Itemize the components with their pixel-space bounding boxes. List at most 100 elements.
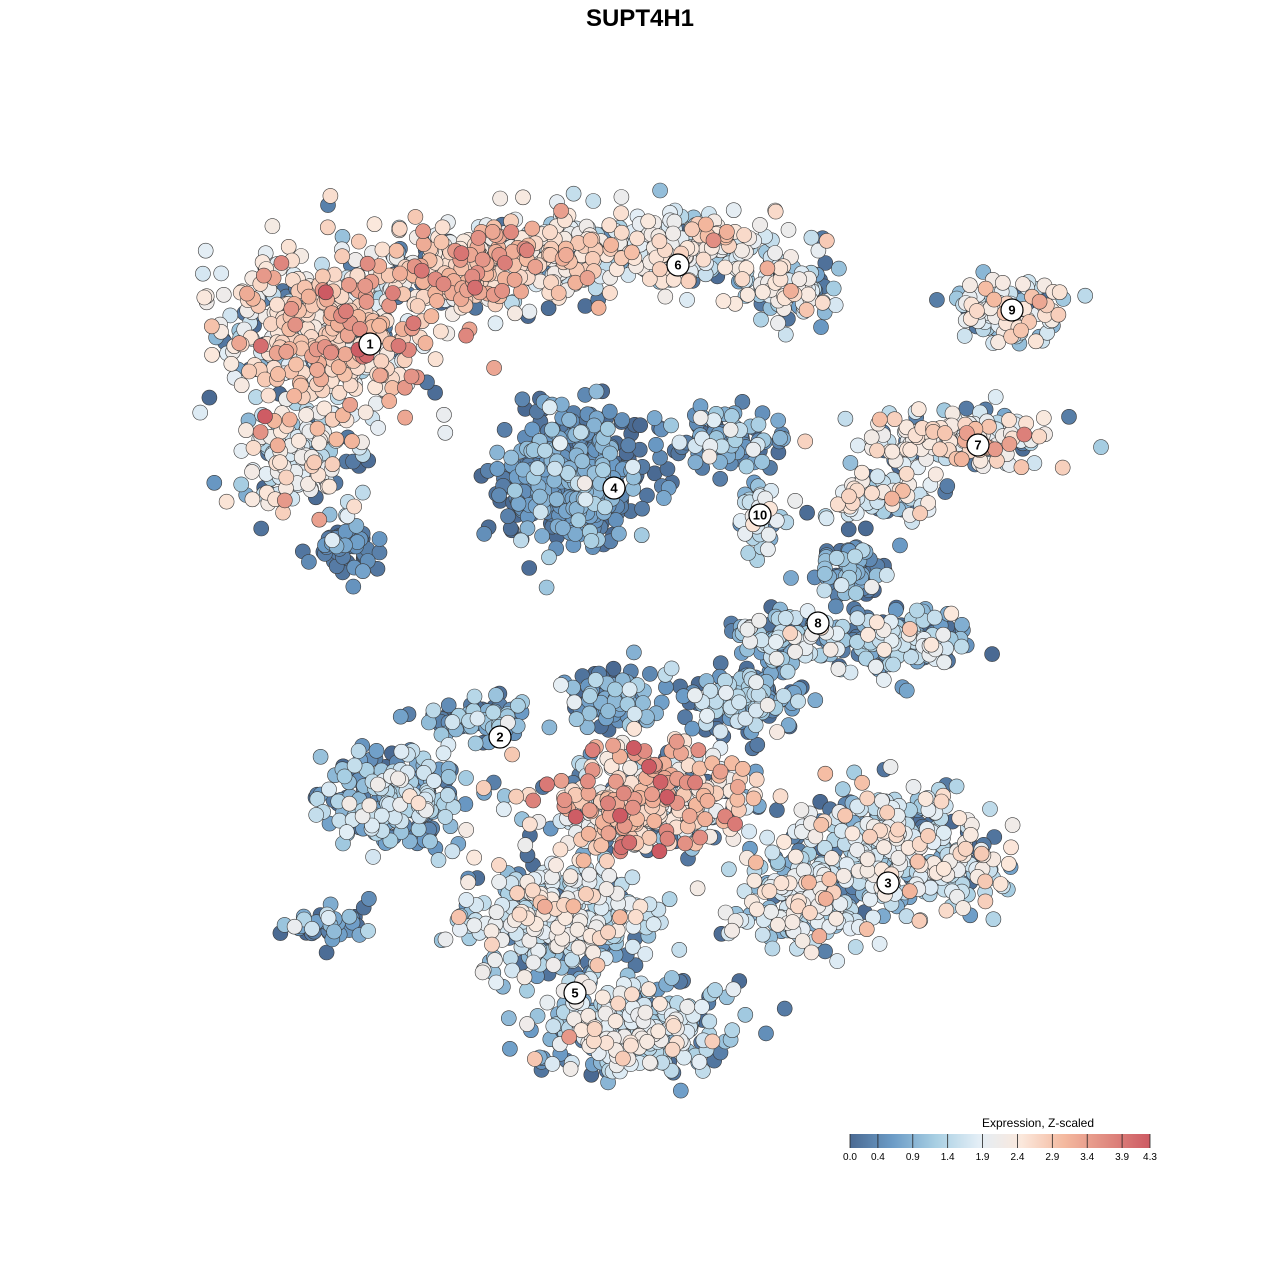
cell-point (562, 1061, 579, 1077)
cell-point (869, 468, 886, 485)
cell-point (602, 445, 618, 462)
cell-point (324, 532, 341, 548)
cell-point (582, 688, 598, 704)
cell-point (238, 422, 254, 439)
cell-point (1015, 276, 1031, 292)
cell-point (578, 886, 594, 902)
cell-point (432, 323, 449, 340)
cell-point (610, 995, 627, 1012)
cell-point (803, 944, 820, 961)
cell-point (639, 1034, 656, 1050)
cell-point (286, 918, 303, 935)
cell-point (436, 406, 452, 423)
cell-point (884, 443, 901, 460)
cell-point (321, 781, 337, 798)
cell-point (760, 526, 777, 543)
cell-point (269, 437, 286, 454)
cell-point (536, 898, 553, 915)
cell-point (601, 403, 618, 420)
cell-point (487, 952, 503, 968)
cell-point (425, 702, 442, 719)
cell-point (621, 681, 638, 698)
cell-point (717, 259, 733, 276)
cell-point (489, 460, 506, 477)
cell-point (953, 451, 970, 468)
cell-point (783, 283, 799, 299)
cell-point (764, 844, 781, 861)
cell-point (642, 666, 658, 682)
cell-point (613, 205, 629, 221)
cell-point (344, 433, 360, 450)
cell-point (488, 974, 505, 991)
cell-point (440, 769, 457, 785)
cell-point (987, 389, 1004, 405)
cell-point (368, 742, 385, 759)
cell-point (466, 917, 483, 934)
cell-point (633, 527, 650, 544)
cell-point (526, 1051, 543, 1067)
cell-point (977, 873, 994, 890)
cell-point (492, 190, 509, 207)
cell-point (724, 922, 740, 939)
cell-point (201, 389, 218, 406)
cell-point (691, 1054, 708, 1070)
cell-point (712, 655, 729, 672)
cell-point (938, 902, 955, 919)
cell-point (338, 824, 355, 840)
cell-point (534, 528, 550, 544)
cell-point (458, 770, 474, 786)
cell-point (521, 816, 538, 833)
cell-point (977, 893, 994, 910)
cell-point (863, 579, 880, 595)
cell-point (767, 203, 784, 220)
cell-point (444, 714, 461, 730)
cell-point (935, 860, 952, 877)
cell-point (772, 430, 788, 446)
cell-point (645, 916, 662, 933)
cell-point (646, 813, 663, 829)
cell-point (817, 765, 834, 782)
cell-point (837, 410, 854, 427)
cell-point (1003, 839, 1019, 856)
cell-point (926, 609, 943, 626)
cell-point (272, 454, 288, 471)
cell-point (671, 434, 688, 451)
cell-point (697, 811, 714, 828)
cell-point (902, 621, 918, 637)
cell-point (488, 687, 504, 703)
cell-point (844, 825, 861, 842)
cell-point (1028, 333, 1044, 350)
cell-point (309, 361, 325, 378)
cell-point (840, 521, 857, 538)
cell-point (601, 868, 618, 884)
cell-point (655, 490, 672, 506)
cell-point (430, 852, 447, 868)
cell-point (725, 981, 742, 998)
cell-point (625, 459, 641, 475)
cell-point (648, 436, 664, 453)
cell-point (597, 499, 613, 516)
cell-point (588, 383, 605, 400)
cell-point (1001, 412, 1017, 428)
cell-point (823, 850, 840, 866)
cell-point (780, 717, 797, 733)
points-layer (192, 182, 1109, 1099)
cell-point (233, 377, 250, 394)
cell-point (388, 242, 405, 259)
cell-point (712, 723, 729, 740)
cell-point (803, 229, 820, 246)
cell-point (570, 939, 587, 956)
cell-point (1013, 459, 1030, 476)
cell-point (500, 508, 516, 525)
cell-point (659, 461, 676, 477)
cell-point (565, 185, 582, 202)
cell-point (790, 693, 806, 710)
cell-point (1013, 322, 1029, 339)
cell-point (849, 610, 866, 627)
cell-point (615, 1050, 631, 1067)
cell-point (496, 421, 513, 438)
cell-point (787, 848, 804, 865)
cell-point (288, 356, 304, 373)
cell-point (524, 421, 541, 438)
cell-point (611, 525, 627, 542)
